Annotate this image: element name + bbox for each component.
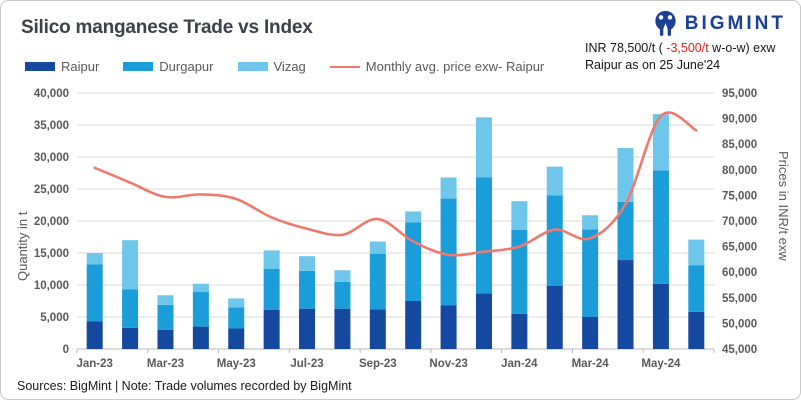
right-axis-title: Prices in INR/t exw — [776, 151, 791, 261]
svg-text:20,000: 20,000 — [34, 216, 69, 228]
bigmint-logo-text: BIGMINT — [684, 12, 786, 34]
svg-text:55,000: 55,000 — [722, 293, 757, 305]
legend-label: Raipur — [61, 59, 100, 74]
footer-note: Sources: BigMint | Note: Trade volumes r… — [17, 379, 352, 393]
legend-label: Durgapur — [159, 59, 214, 74]
raipur-swatch-icon — [25, 62, 55, 71]
svg-text:May-24: May-24 — [641, 358, 681, 370]
svg-text:Jan-23: Jan-23 — [76, 358, 112, 370]
svg-text:40,000: 40,000 — [34, 88, 69, 100]
svg-text:80,000: 80,000 — [722, 165, 757, 177]
legend-item-durgapur: Durgapur — [123, 59, 214, 74]
svg-text:5,000: 5,000 — [40, 312, 69, 324]
chart-legend: Raipur Durgapur Vizag Monthly avg. price… — [25, 59, 544, 74]
svg-text:60,000: 60,000 — [722, 267, 757, 279]
svg-text:Jan-24: Jan-24 — [501, 358, 538, 370]
bigmint-logo: BIGMINT — [652, 9, 786, 38]
svg-text:30,000: 30,000 — [34, 152, 69, 164]
svg-text:35,000: 35,000 — [34, 120, 69, 132]
legend-item-raipur: Raipur — [25, 59, 99, 74]
price-line-swatch-icon — [329, 65, 360, 68]
legend-label: Monthly avg. price exw- Raipur — [365, 59, 545, 74]
legend-label: Vizag — [273, 59, 306, 74]
svg-text:Mar-23: Mar-23 — [147, 358, 184, 370]
svg-text:May-23: May-23 — [217, 358, 256, 370]
svg-text:Nov-23: Nov-23 — [429, 358, 467, 370]
svg-text:70,000: 70,000 — [722, 216, 757, 228]
legend-item-vizag: Vizag — [237, 59, 306, 74]
svg-text:75,000: 75,000 — [722, 190, 757, 202]
svg-text:Sep-23: Sep-23 — [359, 358, 397, 370]
svg-text:Jul-23: Jul-23 — [290, 358, 323, 370]
left-axis-title: Quantity in t — [15, 211, 30, 281]
svg-text:90,000: 90,000 — [722, 114, 757, 126]
svg-text:Mar-24: Mar-24 — [572, 358, 610, 370]
svg-text:95,000: 95,000 — [722, 88, 757, 100]
legend-item-price-line: Monthly avg. price exw- Raipur — [329, 59, 545, 74]
svg-text:25,000: 25,000 — [34, 184, 69, 196]
svg-text:15,000: 15,000 — [34, 248, 69, 260]
durgapur-swatch-icon — [123, 62, 154, 71]
bigmint-logo-icon — [655, 10, 676, 36]
price-change-negative: -3,500/t — [662, 41, 709, 55]
svg-text:85,000: 85,000 — [722, 139, 757, 151]
svg-text:10,000: 10,000 — [34, 280, 69, 292]
svg-text:65,000: 65,000 — [722, 242, 757, 254]
svg-text:45,000: 45,000 — [722, 344, 757, 356]
price-annotation-line2: Raipur as on 25 June'24 — [585, 57, 721, 72]
price-annotation-line1: INR 78,500/t ( -3,500/t w-o-w) exw — [585, 41, 776, 55]
price-annotation: INR 78,500/t ( -3,500/t w-o-w) exw Raipu… — [585, 40, 775, 73]
page-title: Silico manganese Trade vs Index — [21, 17, 313, 38]
vizag-swatch-icon — [237, 62, 268, 71]
svg-text:50,000: 50,000 — [722, 318, 757, 330]
svg-text:0: 0 — [63, 344, 69, 356]
